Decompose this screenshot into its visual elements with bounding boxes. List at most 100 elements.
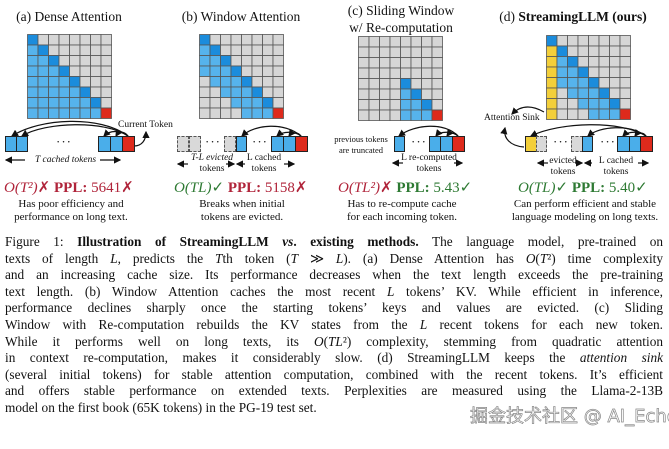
caption-segment: L [335,250,344,266]
evicted-tokens-label: evicted tokens [548,156,578,178]
panel-d-title-name: StreamingLLM (ours) [518,9,647,24]
caption-segment: While it performs well on long texts, it… [5,333,314,349]
cross-icon: ✗ [380,180,393,196]
check-icon: ✓ [555,180,569,196]
matrix-cell [100,107,112,119]
watermark: 掘金技术社区 @ AI_Echoes [470,406,669,428]
current-token-arrow [133,130,150,147]
ppl-value: 5.40 [608,180,636,196]
label-text: L cached [598,156,634,166]
caption-segment: Figure 1: [5,234,78,249]
label-text: L cached [246,153,282,163]
current-token [452,136,465,152]
current-token [295,136,308,152]
ellipsis: ··· [205,134,221,149]
matrix-cell [431,109,443,121]
desc-line: for each incoming token. [347,211,457,223]
panel-b-metrics: O(TL)✓ PPL: 5158✗ [174,178,308,197]
caption-segment: Window with Re-computation rebuilds the … [5,316,420,332]
ppl-label: PPL: [227,180,262,196]
complexity: O(TL) [518,180,556,196]
sink-arrow [511,106,545,115]
label-text: tokens [603,167,629,177]
current-token [122,136,135,152]
evicted-tokens-label: T-L evicted tokens [190,153,234,175]
caption-line: While it performs well on long texts, it… [5,334,663,351]
caption-segment: O [313,333,324,349]
caption-segment: texts of length [5,250,111,266]
panel-a-title: (a) Dense Attention [16,9,122,24]
panel-a-metrics: O(T²)✗ PPL: 5641✗ [4,178,134,197]
evicted-token [536,136,547,152]
caption-segment: Illustration of StreamingLLM [77,234,283,249]
label-text: tokens [550,167,576,177]
ppl-label: PPL: [54,180,88,196]
ellipsis: ··· [56,134,72,149]
panel-b-description: Breaks when initial tokens are evicted. [180,198,304,224]
caption-segment: and offers stable performance on extende… [5,383,663,399]
attention-arrow [20,124,129,137]
panel-c-metrics: O(TL²)✗ PPL: 5.43✓ [338,178,472,197]
figure-caption: Figure 1: Illustration of StreamingLLM v… [5,234,663,417]
desc-line: Has to re-compute cache [347,198,457,210]
evicted-token [177,136,189,152]
attention-arrow [115,129,129,138]
panel-b-title: (b) Window Attention [181,9,301,24]
attention-matrix-b [199,34,284,119]
caption-line: Figure 1: Illustration of StreamingLLM v… [5,234,663,251]
sink-arrow [500,126,525,148]
caption-segment: The language model, pre-trained on [418,234,663,249]
matrix-cell [272,107,284,119]
caption-line: performance declines sharply once the st… [5,300,663,317]
current-token-label: Current Token [118,120,173,130]
caption-segment: L [419,316,428,332]
cached-token [582,136,593,152]
caption-line: text length. (b) Window Attention caches… [5,284,663,301]
panel-d-description: Can perform efficient and stable language… [510,198,660,224]
label-text: are truncated [338,145,384,155]
ppl-label: PPL: [571,180,606,196]
ppl-value: 5641 [91,180,122,196]
caption-line: texts of length L, predicts the Tth toke… [5,251,663,268]
recomputed-tokens-label: L re-computed tokens [400,153,458,175]
attention-arrow [446,129,459,137]
cross-icon: ✗ [37,180,51,196]
caption-line: (several initial tokens) for stable atte… [5,367,663,384]
cached-token [236,136,247,152]
caption-segment: tokens’ KV. While efficient in inference… [394,283,664,299]
panel-d-title: (d) StreamingLLM (ours) [488,9,658,25]
truncated-label: previous tokens are truncated [332,134,390,156]
desc-line: Has poor efficiency and [18,198,124,210]
panel-c-title-line: (c) Sliding Window [347,3,455,18]
desc-line: Can perform efficient and stable [513,198,657,210]
caption-segment: O [525,250,536,266]
caption-segment: T [539,250,548,266]
caption-line: and offers stable performance on extende… [5,383,663,400]
caption-segment: text length. (b) Window Attention caches… [5,283,387,299]
caption-segment: and an increasing cache size. Its perfor… [5,267,663,283]
caption-segment: in context re-computation, makes it cons… [5,350,580,366]
label-text: tokens [251,164,277,174]
cross-icon: ✗ [294,180,308,196]
caption-segment: L [110,250,118,266]
desc-line: tokens are evicted. [200,211,284,223]
cached-tokens-label: T cached tokens [35,155,96,166]
cached-token [394,136,405,152]
desc-line: performance on long text. [14,211,128,223]
label-text: T-L evicted [190,153,234,163]
caption-line: and an increasing cache size. Its perfor… [5,267,663,284]
label-text: tokens [416,164,442,174]
caption-segment: attention sink [579,350,663,366]
label-text: T cached tokens [35,155,97,165]
check-icon: ✓ [459,180,473,196]
evicted-token [224,136,236,152]
caption-segment: (several initial tokens) for stable atte… [5,366,663,382]
matrix-cell [619,108,631,120]
caption-segment: vs [282,234,294,249]
desc-line: language modeling on long texts. [511,211,659,223]
caption-segment: T [215,250,223,266]
ellipsis: ··· [553,134,569,149]
cached-token [16,136,28,152]
complexity: O(TL) [174,180,212,196]
caption-segment: T [290,250,299,266]
